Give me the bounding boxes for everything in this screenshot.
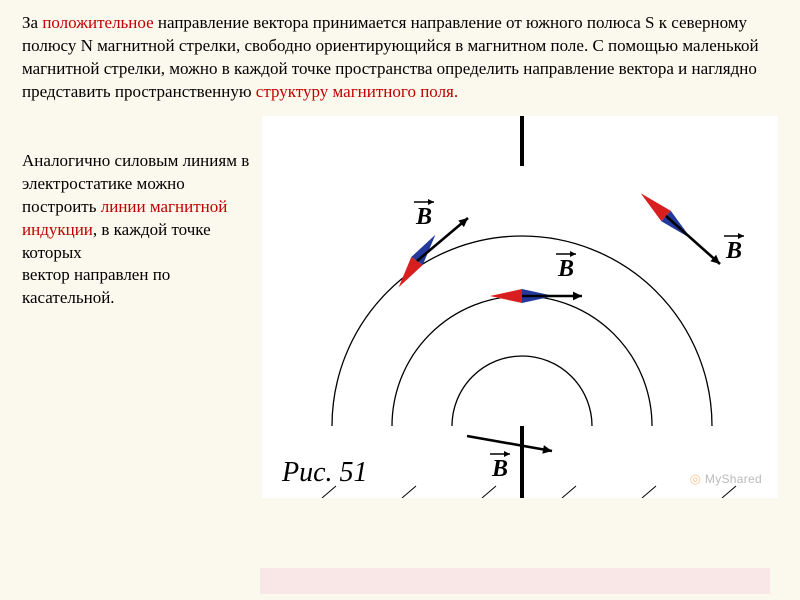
side-line: Аналогично силовым линиям в электростати… [22,150,252,196]
text-red: структуру магнитного поля. [256,82,458,101]
svg-text:B: B [491,456,508,482]
main-row: Аналогично силовым линиям в электростати… [0,110,800,498]
figure-container: B B B B Рис. 51 ◎ MyShared [262,116,778,498]
figure-caption: Рис. 51 [282,454,368,492]
decorative-strip [260,568,770,594]
watermark: ◎ MyShared [690,470,762,488]
side-line: вектор направлен по касательной. [22,264,252,310]
svg-text:B: B [725,238,742,264]
svg-text:B: B [415,204,432,230]
top-paragraph: За положительное направление вектора при… [0,0,800,110]
svg-text:B: B [557,256,574,282]
magnetic-field-diagram: B B B B [262,116,778,498]
text-seg: За [22,13,42,32]
side-paragraph: Аналогично силовым линиям в электростати… [0,110,252,311]
text-red: положительное [42,13,158,32]
side-line: построить линии магнитной индукции, в ка… [22,196,252,265]
